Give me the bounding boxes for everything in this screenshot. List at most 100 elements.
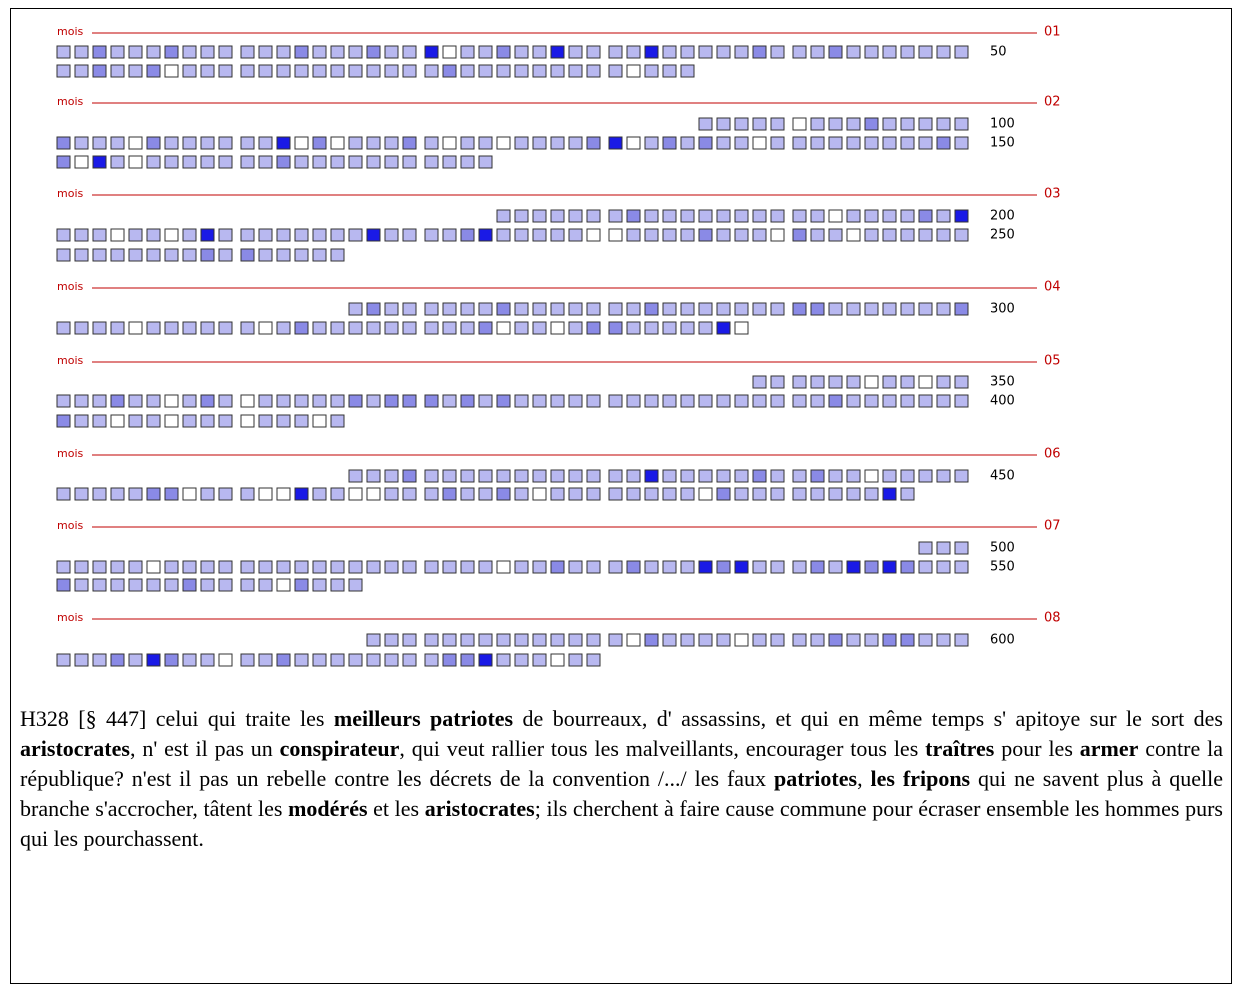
item-square [770, 209, 785, 223]
item-square [384, 302, 399, 316]
item-square [792, 302, 807, 316]
item-square [366, 487, 381, 501]
item-square [918, 302, 933, 316]
item-square [56, 136, 71, 150]
item-square [110, 228, 125, 242]
item-square [514, 560, 529, 574]
item-square [846, 633, 861, 647]
item-square [608, 469, 623, 483]
item-square [200, 321, 215, 335]
item-square [330, 228, 345, 242]
item-square [460, 45, 475, 59]
item-square [882, 633, 897, 647]
item-square [200, 248, 215, 262]
item-square [662, 302, 677, 316]
item-square [662, 136, 677, 150]
item-square [294, 578, 309, 592]
item-square [532, 394, 547, 408]
item-square [258, 228, 273, 242]
item-square [294, 64, 309, 78]
item-square [74, 578, 89, 592]
item-square [92, 228, 107, 242]
item-square [128, 321, 143, 335]
item-square [128, 487, 143, 501]
item-square [734, 321, 749, 335]
item-square [312, 136, 327, 150]
item-square [402, 633, 417, 647]
item-square [698, 45, 713, 59]
item-square [74, 155, 89, 169]
bold-term: patriotes [773, 766, 858, 791]
item-square [276, 155, 291, 169]
item-square [936, 136, 951, 150]
item-square [864, 394, 879, 408]
item-square [752, 469, 767, 483]
item-square [716, 633, 731, 647]
item-square [644, 209, 659, 223]
item-square [110, 64, 125, 78]
item-square [698, 487, 713, 501]
item-square [882, 375, 897, 389]
item-square [478, 228, 493, 242]
item-square [900, 136, 915, 150]
item-square [680, 633, 695, 647]
item-square [402, 653, 417, 667]
text-run: qui ne savent plus à quelle branche s'ac… [20, 766, 1223, 821]
item-square [532, 560, 547, 574]
item-square [716, 394, 731, 408]
item-square [792, 469, 807, 483]
item-square [954, 541, 969, 555]
item-square [366, 155, 381, 169]
item-square [330, 136, 345, 150]
item-square [146, 248, 161, 262]
item-square [586, 394, 601, 408]
item-square [532, 136, 547, 150]
item-square [918, 209, 933, 223]
item-square [954, 633, 969, 647]
item-square [164, 560, 179, 574]
row-count: 250 [990, 228, 1015, 243]
item-square [496, 469, 511, 483]
item-square [734, 45, 749, 59]
item-square [384, 560, 399, 574]
item-square [864, 375, 879, 389]
item-square [680, 45, 695, 59]
item-square [218, 487, 233, 501]
item-square [384, 469, 399, 483]
text-run: , [857, 766, 871, 791]
item-square [792, 633, 807, 647]
item-square [770, 560, 785, 574]
item-square [644, 45, 659, 59]
item-square [496, 633, 511, 647]
item-square [734, 228, 749, 242]
item-square [900, 394, 915, 408]
item-square [478, 560, 493, 574]
item-square [240, 64, 255, 78]
item-square [662, 321, 677, 335]
item-square [258, 560, 273, 574]
item-square [644, 633, 659, 647]
item-square [366, 469, 381, 483]
item-square [218, 414, 233, 428]
item-square [312, 64, 327, 78]
item-square [460, 321, 475, 335]
item-square [478, 633, 493, 647]
month-number: 08 [1044, 611, 1061, 626]
item-square [936, 375, 951, 389]
item-square [128, 228, 143, 242]
item-square [218, 653, 233, 667]
item-square [864, 228, 879, 242]
item-square [828, 228, 843, 242]
item-square [734, 136, 749, 150]
item-square [92, 560, 107, 574]
item-square [918, 117, 933, 131]
item-square [532, 302, 547, 316]
item-square [258, 64, 273, 78]
text-run: de bourreaux, d' assassins, et qui en mê… [513, 706, 1223, 731]
text-run: , n' est il pas un [129, 736, 280, 761]
item-square [402, 487, 417, 501]
item-square [828, 302, 843, 316]
item-square [550, 302, 565, 316]
item-square [550, 64, 565, 78]
item-square [496, 394, 511, 408]
